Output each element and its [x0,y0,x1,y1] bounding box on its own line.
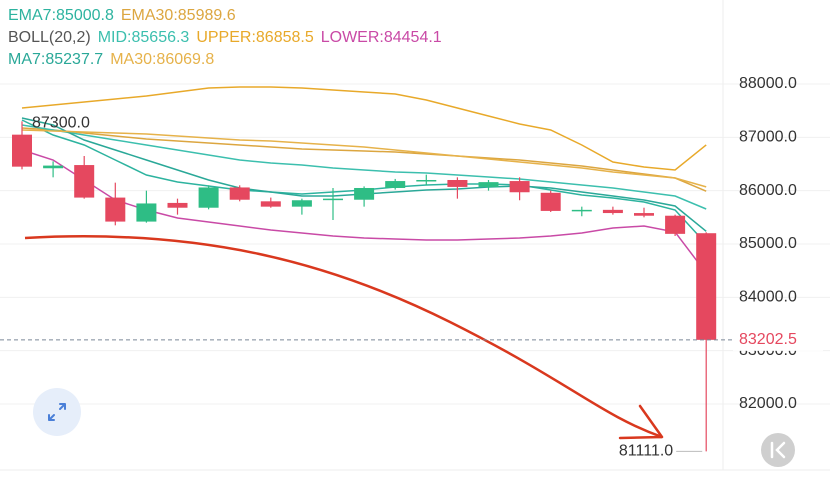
candle-body [478,182,499,187]
candle-body [447,179,468,187]
candle-body [291,200,312,207]
legend-group-name: BOLL(20,2) [8,29,91,46]
candle-body [136,203,157,222]
candle-body [354,187,375,200]
expand-button[interactable] [33,388,81,436]
labels: 82000.083000.084000.085000.086000.087000… [0,7,823,460]
candle-body [260,201,281,207]
max-label: 87300.0 [32,115,90,132]
y-tick-label: 82000.0 [739,395,797,412]
candle-body [167,202,188,208]
candle-body [74,165,95,198]
candle-body [229,187,250,200]
legend-entry: EMA7:85000.8 [8,7,114,24]
candle-body [696,233,717,340]
candle-body [198,187,219,208]
annotation-arrow-head [618,404,664,440]
indicator-line [21,127,707,192]
legend-entry: UPPER:86858.5 [196,29,314,46]
y-tick-label: 88000.0 [739,75,797,92]
y-tick-label: 85000.0 [739,235,797,252]
candle-body [323,198,343,201]
legend-entry: EMA30:85989.6 [121,7,236,24]
last-price-label: 83202.5 [739,331,797,348]
indicator-line [21,129,707,188]
legend-entry: LOWER:84454.1 [321,29,442,46]
annotation-arrow [24,235,663,439]
candle-body [665,215,686,234]
collapse-button[interactable] [761,433,795,467]
y-tick-label: 84000.0 [739,289,797,306]
legend-entry: MA30:86069.8 [110,51,214,68]
candle-body [416,179,437,182]
candle-body [43,165,64,169]
candle-body [602,209,623,214]
indicator-line [21,149,707,274]
last-price-badge [733,328,823,351]
indicator-line [21,86,707,171]
y-tick-label: 86000.0 [739,182,797,199]
grid [0,83,830,405]
candle-body [540,192,561,211]
min-label: 81111.0 [619,443,673,460]
candle-body [634,213,654,216]
legend-entry: MID:85656.3 [98,29,190,46]
indicator-line [21,124,707,210]
candle-body [571,209,592,212]
candle-body [105,197,126,222]
candle-body [385,181,406,188]
marks [12,86,717,452]
y-tick-label: 87000.0 [739,129,797,146]
legend-entry: MA7:85237.7 [8,51,103,68]
candle-body [12,134,32,167]
candle-body [509,181,530,193]
